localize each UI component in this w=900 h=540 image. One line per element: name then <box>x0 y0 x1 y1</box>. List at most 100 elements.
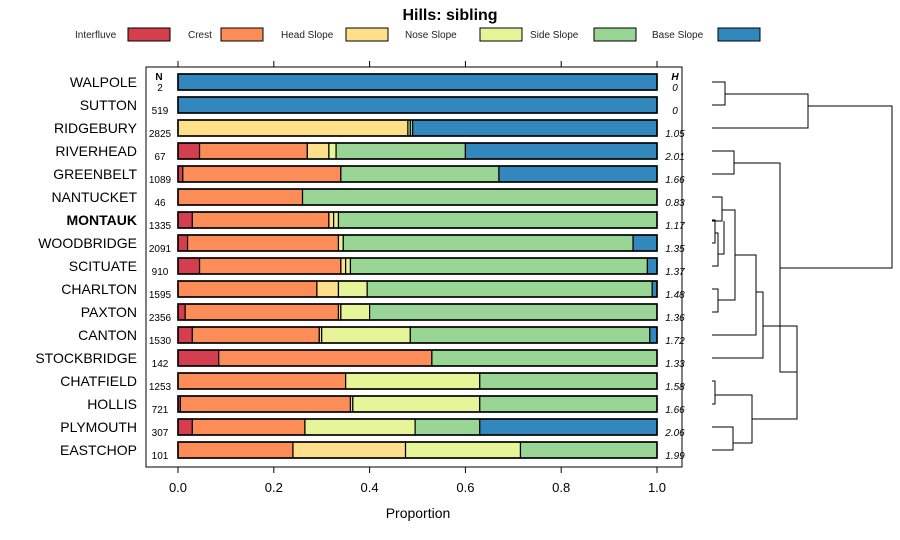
bar-segment-side-slope <box>414 418 481 436</box>
bar-outline <box>177 234 658 252</box>
bar-segment-interfluve <box>177 418 193 436</box>
bar-segment-side-slope <box>301 188 658 206</box>
bar-segment-crest <box>179 395 352 413</box>
legend: Interfluve Crest Head Slope Nose Slope Side … <box>75 27 761 42</box>
h-value: 1.17 <box>665 221 685 232</box>
row-paxton: PAXTON 2356 1.36 <box>81 303 685 324</box>
bar-segment-nose-slope <box>337 280 368 298</box>
x-tick-label: 0.4 <box>361 480 379 495</box>
n-value: 142 <box>152 359 169 370</box>
row-greenbelt: GREENBELT 1089 1.66 <box>53 165 685 186</box>
bar-outline <box>177 303 658 321</box>
bar-segment-interfluve <box>177 234 189 252</box>
n-value: 2356 <box>149 313 172 324</box>
plot-frame <box>145 66 683 468</box>
row-label: PLYMOUTH <box>60 419 137 435</box>
legend-label-base-slope: Base Slope <box>652 30 704 41</box>
bar-segment-nose-slope <box>345 257 352 275</box>
dendrogram-branch <box>718 209 736 301</box>
bar-segment-nose-slope <box>328 142 337 160</box>
h-value: 0 <box>672 83 678 94</box>
bar-segment-base-slope <box>464 142 658 160</box>
bar-segment-side-slope <box>479 372 658 390</box>
n-value: 2 <box>157 83 163 94</box>
h-header: H <box>671 72 679 83</box>
row-label: GREENBELT <box>53 166 137 182</box>
bar-segment-head-slope <box>328 211 335 229</box>
row-label: SUTTON <box>80 97 137 113</box>
bar-segment-side-slope <box>519 441 658 459</box>
n-value: 2091 <box>149 244 172 255</box>
n-value: 910 <box>152 267 169 278</box>
legend-label-head-slope: Head Slope <box>281 30 334 41</box>
bar-segment-nose-slope <box>321 326 411 344</box>
row-eastchop: EASTCHOP 101 1.99 <box>60 441 685 462</box>
x-tick-label: 0.0 <box>169 480 187 495</box>
n-value: 46 <box>154 198 166 209</box>
bar-segment-crest <box>198 142 308 160</box>
h-value: 1.66 <box>665 405 685 416</box>
h-value: 2.06 <box>664 428 685 439</box>
bar-segment-side-slope <box>349 257 649 275</box>
row-canton: CANTON 1530 1.72 <box>78 326 685 347</box>
row-label: RIDGEBURY <box>54 120 138 136</box>
dendrogram-branch <box>712 93 809 129</box>
h-value: 1.33 <box>665 359 685 370</box>
bar-segment-side-slope <box>340 165 500 183</box>
bar-segment-base-slope <box>646 257 658 275</box>
row-label: RIVERHEAD <box>55 143 137 159</box>
x-axis: 0.0 0.2 0.4 0.6 0.8 1.0 <box>169 61 666 495</box>
h-value: 0.83 <box>665 198 685 209</box>
legend-label-crest: Crest <box>188 30 212 41</box>
row-label: WALPOLE <box>70 74 137 90</box>
bar-segment-crest <box>186 234 340 252</box>
bar-segment-head-slope <box>316 280 340 298</box>
x-tick-label: 0.6 <box>456 480 474 495</box>
bar-outline <box>177 73 658 91</box>
bar-rows: WALPOLE 2 0 SUTTON 519 0 RIDGEBURY 2825 1.05 RIVE… <box>35 73 685 462</box>
row-ridgebury: RIDGEBURY 2825 1.05 <box>54 119 685 140</box>
h-value: 1.35 <box>665 244 685 255</box>
legend-label-side-slope: Side Slope <box>530 30 579 41</box>
bar-segment-side-slope <box>369 303 658 321</box>
bar-segment-nose-slope <box>352 395 481 413</box>
n-value: 1530 <box>149 336 172 347</box>
row-label: CHARLTON <box>61 281 137 297</box>
h-value: 1.58 <box>665 382 685 393</box>
row-plymouth: PLYMOUTH 307 2.06 <box>60 418 685 439</box>
bar-segment-nose-slope <box>404 441 522 459</box>
dendrogram-branch <box>712 288 719 313</box>
bar-segment-crest <box>182 165 342 183</box>
bar-segment-side-slope <box>337 211 658 229</box>
row-label: STOCKBRIDGE <box>35 350 137 366</box>
bar-outline <box>177 257 658 275</box>
h-value: 2.01 <box>664 152 684 163</box>
legend-swatch-side-slope <box>593 27 637 42</box>
bar-segment-interfluve <box>177 349 220 367</box>
row-nantucket: NANTUCKET 46 0.83 <box>51 188 685 209</box>
dendrogram-branch <box>780 105 893 269</box>
dendrogram-branch <box>712 232 719 267</box>
bar-segment-crest <box>184 303 340 321</box>
dendrogram-branch <box>712 426 734 451</box>
bar-segment-base-slope <box>649 326 658 344</box>
bar-outline <box>177 119 658 137</box>
bar-segment-head-slope <box>340 257 347 275</box>
bar-outline <box>177 349 658 367</box>
row-label: NANTUCKET <box>51 189 137 205</box>
bar-segment-head-slope <box>306 142 330 160</box>
legend-swatch-crest <box>220 27 264 42</box>
bar-outline <box>177 280 658 298</box>
bar-segment-base-slope <box>632 234 658 252</box>
chart-title: Hills: sibling <box>402 7 497 24</box>
row-scituate: SCITUATE 910 1.37 <box>69 257 685 278</box>
n-value: 1335 <box>149 221 172 232</box>
row-hollis: HOLLIS 721 1.66 <box>87 395 685 416</box>
bar-segment-base-slope <box>412 119 658 137</box>
h-value: 1.99 <box>665 451 685 462</box>
bar-segment-side-slope <box>335 142 467 160</box>
bar-outline <box>177 395 658 413</box>
h-value: 1.36 <box>665 313 685 324</box>
row-label: CHATFIELD <box>60 373 137 389</box>
